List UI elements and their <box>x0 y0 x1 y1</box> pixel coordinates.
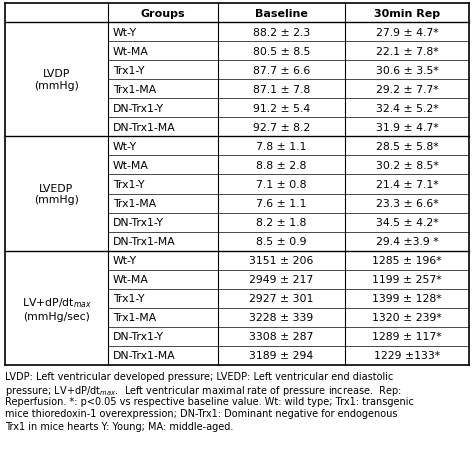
Text: Groups: Groups <box>141 9 185 18</box>
Text: Trx1-Y: Trx1-Y <box>113 66 145 76</box>
Text: 80.5 ± 8.5: 80.5 ± 8.5 <box>253 46 310 56</box>
Text: Wt-Y: Wt-Y <box>113 256 137 266</box>
Text: 30.6 ± 3.5*: 30.6 ± 3.5* <box>375 66 438 76</box>
Text: Baseline: Baseline <box>255 9 308 18</box>
Text: Trx1-Y: Trx1-Y <box>113 294 145 304</box>
Text: 27.9 ± 4.7*: 27.9 ± 4.7* <box>376 28 438 38</box>
Text: 29.4 ±3.9 *: 29.4 ±3.9 * <box>376 237 438 246</box>
Text: Wt-MA: Wt-MA <box>113 274 149 285</box>
Text: DN-Trx1-MA: DN-Trx1-MA <box>113 123 176 133</box>
Text: DN-Trx1-MA: DN-Trx1-MA <box>113 351 176 361</box>
Text: 30.2 ± 8.5*: 30.2 ± 8.5* <box>375 161 438 171</box>
Text: 87.1 ± 7.8: 87.1 ± 7.8 <box>253 84 310 95</box>
Text: DN-Trx1-MA: DN-Trx1-MA <box>113 237 176 246</box>
Text: 3228 ± 339: 3228 ± 339 <box>249 313 314 323</box>
Text: 92.7 ± 8.2: 92.7 ± 8.2 <box>253 123 310 133</box>
Text: LV+dP/dt$_{max}$
(mmHg/sec): LV+dP/dt$_{max}$ (mmHg/sec) <box>22 296 91 321</box>
Text: DN-Trx1-Y: DN-Trx1-Y <box>113 104 164 113</box>
Text: 1229 ±133*: 1229 ±133* <box>374 351 440 361</box>
Text: 3308 ± 287: 3308 ± 287 <box>249 332 314 341</box>
Text: Trx1-MA: Trx1-MA <box>113 313 156 323</box>
Text: 8.8 ± 2.8: 8.8 ± 2.8 <box>256 161 307 171</box>
Text: 8.5 ± 0.9: 8.5 ± 0.9 <box>256 237 307 246</box>
Text: Wt-MA: Wt-MA <box>113 46 149 56</box>
Text: LVDP
(mmHg): LVDP (mmHg) <box>34 69 79 91</box>
Text: LVDP: Left ventricular developed pressure; LVEDP: Left ventricular end diastolic: LVDP: Left ventricular developed pressur… <box>5 371 393 381</box>
Text: 31.9 ± 4.7*: 31.9 ± 4.7* <box>376 123 438 133</box>
Text: Wt-Y: Wt-Y <box>113 141 137 151</box>
Text: 2927 ± 301: 2927 ± 301 <box>249 294 314 304</box>
Text: Trx1 in mice hearts Y: Young; MA: middle-aged.: Trx1 in mice hearts Y: Young; MA: middle… <box>5 421 233 431</box>
Text: 3189 ± 294: 3189 ± 294 <box>249 351 314 361</box>
Text: 21.4 ± 7.1*: 21.4 ± 7.1* <box>376 179 438 190</box>
Text: Wt-MA: Wt-MA <box>113 161 149 171</box>
Text: 1320 ± 239*: 1320 ± 239* <box>372 313 442 323</box>
Text: 87.7 ± 6.6: 87.7 ± 6.6 <box>253 66 310 76</box>
Text: 8.2 ± 1.8: 8.2 ± 1.8 <box>256 218 307 228</box>
Text: DN-Trx1-Y: DN-Trx1-Y <box>113 218 164 228</box>
Text: 22.1 ± 7.8*: 22.1 ± 7.8* <box>376 46 438 56</box>
Text: Wt-Y: Wt-Y <box>113 28 137 38</box>
Text: 28.5 ± 5.8*: 28.5 ± 5.8* <box>376 141 438 151</box>
Text: 3151 ± 206: 3151 ± 206 <box>249 256 314 266</box>
Text: 91.2 ± 5.4: 91.2 ± 5.4 <box>253 104 310 113</box>
Text: 88.2 ± 2.3: 88.2 ± 2.3 <box>253 28 310 38</box>
Text: DN-Trx1-Y: DN-Trx1-Y <box>113 332 164 341</box>
Text: LVEDP
(mmHg): LVEDP (mmHg) <box>34 183 79 205</box>
Text: mice thioredoxin-1 overexpression; DN-Trx1: Dominant negative for endogenous: mice thioredoxin-1 overexpression; DN-Tr… <box>5 409 398 419</box>
Text: 7.6 ± 1.1: 7.6 ± 1.1 <box>256 199 307 208</box>
Text: 7.1 ± 0.8: 7.1 ± 0.8 <box>256 179 307 190</box>
Text: 32.4 ± 5.2*: 32.4 ± 5.2* <box>376 104 438 113</box>
Text: 1399 ± 128*: 1399 ± 128* <box>372 294 442 304</box>
Text: 1289 ± 117*: 1289 ± 117* <box>372 332 442 341</box>
Text: Trx1-Y: Trx1-Y <box>113 179 145 190</box>
Text: Reperfusion. *: p<0.05 vs respective baseline value. Wt: wild type; Trx1: transg: Reperfusion. *: p<0.05 vs respective bas… <box>5 396 414 406</box>
Text: 1199 ± 257*: 1199 ± 257* <box>372 274 442 285</box>
Text: 34.5 ± 4.2*: 34.5 ± 4.2* <box>376 218 438 228</box>
Text: 30min Rep: 30min Rep <box>374 9 440 18</box>
Text: 1285 ± 196*: 1285 ± 196* <box>372 256 442 266</box>
Text: pressure; LV+dP/dt$_{max}$.  Left ventricular maximal rate of pressure increase.: pressure; LV+dP/dt$_{max}$. Left ventric… <box>5 384 401 397</box>
Text: Trx1-MA: Trx1-MA <box>113 84 156 95</box>
Text: Trx1-MA: Trx1-MA <box>113 199 156 208</box>
Text: 29.2 ± 7.7*: 29.2 ± 7.7* <box>376 84 438 95</box>
Text: 23.3 ± 6.6*: 23.3 ± 6.6* <box>376 199 438 208</box>
Text: 2949 ± 217: 2949 ± 217 <box>249 274 314 285</box>
Text: 7.8 ± 1.1: 7.8 ± 1.1 <box>256 141 307 151</box>
